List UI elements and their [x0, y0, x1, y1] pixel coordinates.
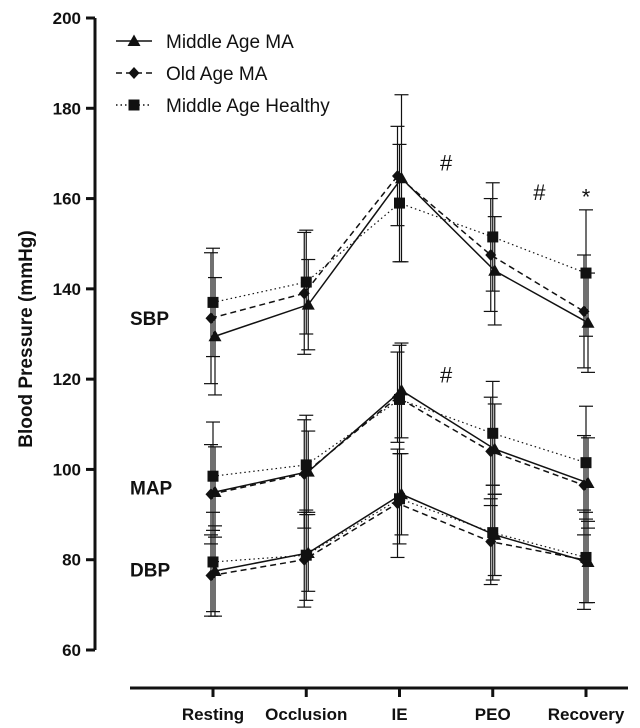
dbp-data-point: [394, 493, 405, 505]
dbp-group-label: DBP: [130, 560, 170, 581]
sbp-data-point: [298, 287, 310, 300]
dbp-data-point: [205, 569, 217, 582]
x-tick-label: Recovery: [548, 705, 625, 724]
dbp-data-point: [580, 551, 592, 563]
significance-asterisk: *: [582, 184, 591, 209]
sbp-data-point: [485, 249, 497, 261]
map-data-point: [578, 479, 590, 492]
y-tick-label: 100: [53, 460, 81, 479]
sbp-data-point: [581, 316, 595, 328]
map-group-label: MAP: [130, 478, 173, 499]
legend-label: Middle Age Healthy: [166, 96, 330, 117]
y-tick-label: 160: [53, 190, 81, 209]
dbp-data-point: [485, 535, 497, 548]
significance-hash: #: [533, 180, 546, 205]
map-data-point: [487, 427, 499, 439]
legend-label: Old Age MA: [166, 64, 268, 85]
sbp-data-point: [488, 264, 502, 276]
map-data-point: [485, 445, 497, 458]
legend-marker: [128, 67, 140, 79]
map-data-point: [300, 459, 312, 471]
dbp-data-point: [300, 549, 312, 561]
y-tick-label: 180: [53, 99, 81, 118]
sbp-group-label: SBP: [130, 309, 169, 330]
map-data-point: [298, 467, 310, 480]
sbp-data-point: [394, 197, 405, 209]
y-tick-label: 140: [53, 280, 81, 299]
sbp-data-point: [578, 305, 590, 318]
y-tick-label: 120: [53, 370, 81, 389]
x-tick-label: PEO: [475, 705, 511, 724]
map-series-line: [210, 396, 585, 495]
map-data-point: [394, 393, 405, 405]
y-tick-label: 200: [53, 9, 81, 28]
plot-area: 60 80 100 120 140 160 180 200 Blood Pressure (mm…: [16, 9, 628, 724]
dbp-data-point: [487, 527, 499, 539]
sbp-data-point: [487, 231, 499, 243]
sbp-data-point: [301, 298, 315, 310]
legend-marker: [127, 34, 141, 46]
significance-hash: #: [440, 150, 453, 175]
y-axis-label: Blood Pressure (mmHg): [16, 230, 37, 447]
x-tick-label: Resting: [182, 705, 244, 724]
x-tick-label: IE: [391, 705, 407, 724]
sbp-data-point: [205, 312, 217, 325]
dbp-series-line: [212, 498, 587, 563]
sbp-data-point: [300, 276, 312, 288]
dbp-data-point: [207, 556, 219, 568]
map-data-point: [205, 488, 217, 501]
sbp-data-point: [207, 296, 219, 308]
y-tick-label: 60: [62, 641, 81, 660]
y-tick-label: 80: [62, 551, 81, 570]
sbp-series-line: [210, 174, 585, 319]
map-data-point: [580, 457, 592, 469]
map-data-point: [207, 470, 219, 482]
legend-label: Middle Age MA: [166, 32, 294, 53]
significance-hash: #: [440, 363, 453, 388]
sbp-data-point: [208, 329, 222, 342]
x-tick-label: Occlusion: [265, 705, 347, 724]
sbp-series-line: [212, 202, 587, 303]
legend-marker: [128, 99, 140, 111]
sbp-data-point: [580, 267, 592, 279]
sbp-data-point: [392, 170, 403, 182]
